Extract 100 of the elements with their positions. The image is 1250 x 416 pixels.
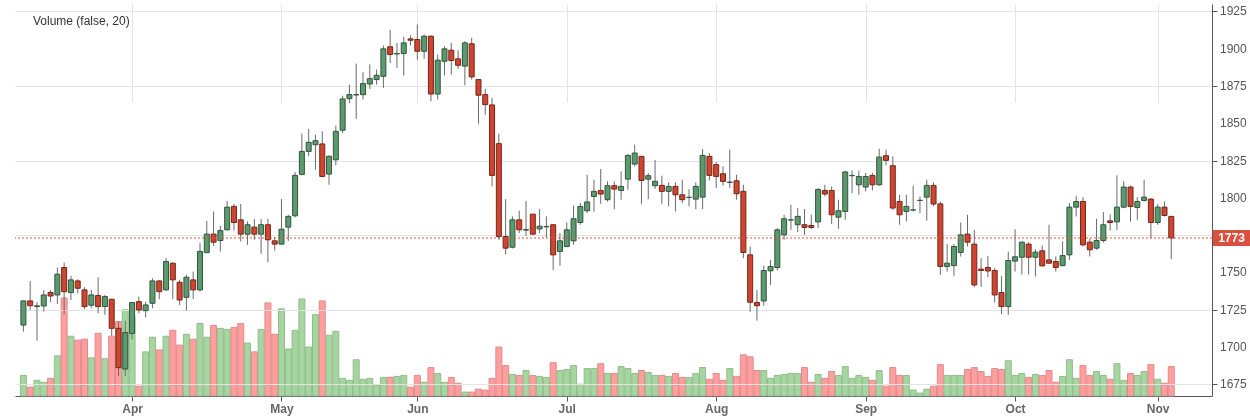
bar	[814, 373, 822, 397]
candlestick	[67, 275, 74, 301]
y-tick-label: 1675	[1220, 377, 1248, 392]
candlestick	[264, 218, 271, 263]
candlestick	[645, 172, 652, 200]
candlestick	[95, 276, 102, 314]
candlestick	[149, 277, 156, 309]
candlestick	[1134, 196, 1141, 221]
y-tick-label: 1725	[1220, 302, 1248, 317]
candlestick	[81, 286, 88, 310]
candlestick	[285, 214, 292, 242]
bar	[658, 374, 666, 397]
bar	[1106, 378, 1114, 397]
bar	[101, 358, 109, 397]
candlestick	[156, 279, 163, 300]
chart-title: Volume (false, 20)	[33, 14, 130, 28]
bar	[182, 333, 190, 397]
candlestick	[726, 149, 733, 189]
candlestick	[1154, 203, 1161, 226]
bar	[461, 391, 469, 397]
bar	[522, 370, 530, 397]
bar	[1025, 376, 1033, 397]
bar	[135, 385, 143, 397]
candlestick	[590, 179, 597, 213]
candlestick	[190, 271, 197, 300]
candlestick	[461, 40, 468, 86]
candlestick	[604, 180, 611, 202]
bar	[427, 367, 435, 397]
ref-line-label: 1773	[1218, 231, 1246, 246]
candlestick	[217, 225, 224, 253]
candlestick	[101, 294, 108, 316]
candlestick	[244, 220, 251, 246]
x-tick-label: Oct	[1005, 401, 1026, 416]
candlestick	[658, 175, 665, 205]
candlestick	[1025, 241, 1032, 276]
bar	[162, 335, 170, 397]
candlestick	[88, 289, 95, 309]
candlestick	[278, 198, 285, 246]
candlestick	[964, 214, 971, 247]
x-tick-label: Nov	[1146, 401, 1170, 416]
bar	[244, 342, 252, 397]
y-tick-label: 1800	[1220, 190, 1248, 205]
candlestick	[387, 29, 394, 64]
y-tick-label: 1750	[1220, 265, 1248, 280]
bar	[726, 368, 734, 397]
candlestick	[258, 218, 265, 255]
bar	[604, 372, 612, 397]
candlestick	[251, 218, 258, 241]
bar	[1031, 373, 1039, 397]
bar	[67, 335, 75, 397]
bar	[637, 370, 645, 397]
x-tick-label: May	[270, 401, 294, 416]
bar	[318, 300, 326, 397]
bar	[875, 370, 883, 397]
bar	[47, 377, 55, 397]
candlestick	[210, 210, 217, 247]
candlestick	[176, 279, 183, 306]
candlestick	[523, 200, 530, 237]
candlestick	[611, 180, 618, 210]
bar	[665, 375, 673, 397]
candlestick	[54, 267, 61, 305]
candlestick	[421, 34, 428, 60]
y-tick-label: 1875	[1220, 78, 1248, 93]
bar	[210, 324, 218, 397]
x-tick-label: Jul	[558, 401, 576, 416]
bar	[529, 374, 537, 397]
candlestick	[27, 280, 34, 311]
x-tick-label: Jun	[407, 401, 429, 416]
x-tick-label: Sep	[855, 401, 878, 416]
candlestick	[618, 170, 625, 201]
bar	[60, 297, 68, 397]
bar	[19, 374, 27, 397]
y-tick-label: 1850	[1220, 116, 1248, 131]
y-tick-label: 1900	[1220, 41, 1248, 56]
bar	[1127, 372, 1135, 397]
candlestick	[1168, 215, 1175, 260]
candlestick	[597, 168, 604, 205]
candlestick	[916, 195, 923, 214]
bar	[1147, 364, 1155, 397]
x-tick-label: Aug	[705, 401, 729, 416]
y-tick-label: 1825	[1220, 153, 1248, 168]
candlestick	[652, 159, 659, 190]
bar	[94, 332, 102, 397]
candlestick	[883, 149, 889, 166]
bar	[508, 373, 516, 397]
bar	[868, 379, 876, 397]
y-tick-label: 1925	[1220, 4, 1248, 19]
candlestick	[1147, 197, 1154, 239]
bar	[257, 328, 265, 397]
candlestick	[224, 200, 231, 232]
x-tick-label: Apr	[122, 401, 144, 416]
candlestick	[1127, 185, 1134, 222]
bar	[420, 381, 428, 397]
candlestick	[1107, 213, 1114, 232]
candlestick	[923, 179, 930, 222]
bar	[1154, 378, 1162, 397]
bar	[597, 363, 605, 397]
y-tick-label: 1700	[1220, 339, 1248, 354]
candlestick	[516, 210, 523, 234]
candlestick	[665, 181, 672, 207]
